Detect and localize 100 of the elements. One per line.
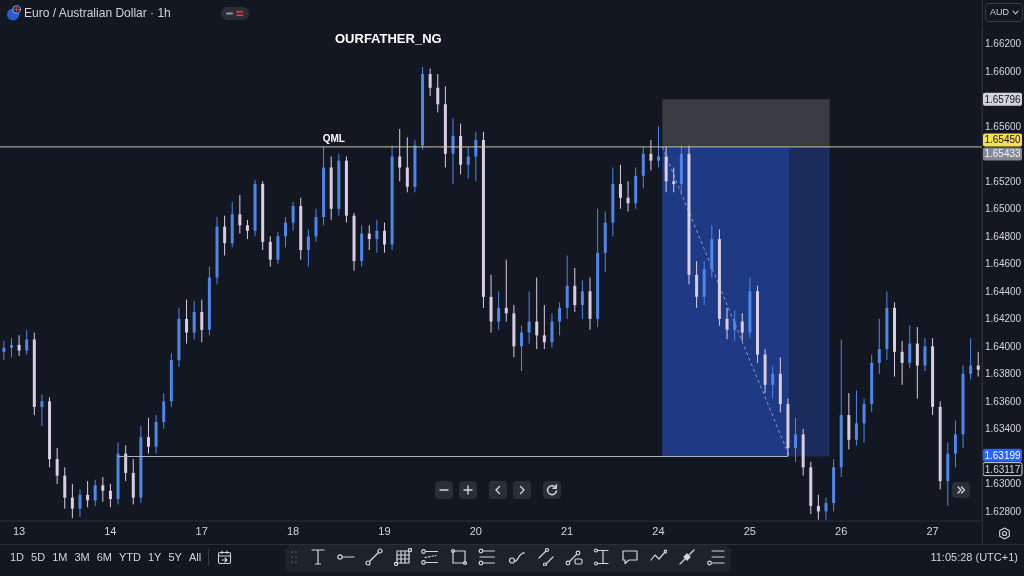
y-tick-label: 1.66200 xyxy=(985,38,1022,50)
candlestick xyxy=(535,277,539,350)
y-tick-label: 1.64800 xyxy=(985,230,1022,242)
candlestick xyxy=(649,139,653,171)
candlestick xyxy=(306,228,310,268)
candlestick xyxy=(223,215,227,257)
candlestick xyxy=(314,208,318,243)
candlestick xyxy=(238,194,242,235)
text: 3M xyxy=(74,551,90,564)
y-tick-label: 1.63400 xyxy=(985,423,1022,435)
candlestick xyxy=(733,310,737,342)
candlestick xyxy=(641,146,645,189)
candlestick xyxy=(375,219,379,254)
candlestick xyxy=(672,167,676,193)
candlestick xyxy=(580,279,584,320)
y-tick-label: 1.64400 xyxy=(985,285,1022,297)
x-tick-label: 27 xyxy=(926,525,939,537)
x-tick-label: 14 xyxy=(104,525,117,537)
x-tick-label: 25 xyxy=(743,525,756,537)
candlestick xyxy=(70,483,74,519)
candlestick xyxy=(200,299,204,343)
candlestick xyxy=(824,497,828,521)
y-tick-label: 1.64200 xyxy=(985,313,1022,325)
text: 5D xyxy=(31,551,46,564)
candlestick xyxy=(40,393,44,427)
candlestick xyxy=(428,68,432,97)
candlestick xyxy=(55,447,59,485)
candlestick xyxy=(405,136,409,193)
x-tick-label: 21 xyxy=(561,525,574,537)
candlestick xyxy=(771,365,775,400)
candlestick xyxy=(923,337,927,372)
candlestick xyxy=(185,299,189,345)
candlestick xyxy=(862,398,866,444)
candlestick xyxy=(953,420,957,468)
x-tick-label: 17 xyxy=(195,525,208,537)
y-tick-label: 1.65600 xyxy=(985,120,1022,132)
dropdown: AUD xyxy=(985,3,1023,22)
candlestick xyxy=(618,164,622,210)
candlestick xyxy=(657,125,661,169)
candlestick xyxy=(915,326,919,400)
candlestick xyxy=(245,219,249,240)
y-tick-label: 1.65200 xyxy=(985,175,1022,187)
candlestick xyxy=(740,312,744,342)
x-tick-label: 18 xyxy=(286,525,300,537)
candlestick xyxy=(558,301,562,336)
y-tick-label: 1.64600 xyxy=(985,258,1022,270)
candlestick xyxy=(908,325,912,369)
candlestick xyxy=(854,389,858,446)
x-tick-label: 19 xyxy=(378,525,391,537)
text: 5Y xyxy=(168,551,182,564)
candlestick xyxy=(63,466,67,510)
candlestick xyxy=(877,318,881,375)
candlestick xyxy=(573,267,577,313)
chart-title: Euro / Australian Dollar · 1h xyxy=(24,6,171,21)
candlestick xyxy=(900,340,904,386)
y-tick-label: 1.63600 xyxy=(985,395,1022,407)
candlestick xyxy=(101,476,105,503)
text: 1D xyxy=(10,551,25,564)
candlestick xyxy=(25,329,29,356)
candlestick xyxy=(542,304,546,350)
text: YTD xyxy=(118,551,141,564)
candlestick xyxy=(474,131,478,182)
candlestick xyxy=(794,417,798,463)
y-tick-label: 1.64000 xyxy=(985,340,1022,352)
candlestick xyxy=(124,444,128,482)
text: 6M xyxy=(96,551,112,564)
candlestick xyxy=(291,201,295,232)
candlestick xyxy=(268,235,272,268)
candlestick xyxy=(147,417,150,455)
candlestick xyxy=(93,479,97,507)
candlestick xyxy=(9,337,13,358)
y-tick-label: 1.63800 xyxy=(985,368,1022,380)
candlestick xyxy=(725,307,729,340)
annotation: OURFATHER_NG xyxy=(335,31,442,47)
candlestick xyxy=(695,260,699,309)
text: 1M xyxy=(52,551,68,564)
candlestick xyxy=(527,290,531,345)
x-tick-label: 24 xyxy=(652,525,665,537)
candlestick xyxy=(497,290,501,331)
candlestick xyxy=(192,300,196,340)
candlestick xyxy=(108,483,112,508)
text: 11:05:28 (UTC+1) xyxy=(930,551,1018,564)
y-tick-label: 1.63000 xyxy=(985,478,1022,490)
x-tick-label: 26 xyxy=(835,525,848,537)
candlestick xyxy=(520,325,523,372)
candlestick xyxy=(550,312,554,349)
text: All xyxy=(188,551,202,564)
candlestick xyxy=(436,73,440,114)
candlestick xyxy=(284,216,288,248)
candlestick xyxy=(2,340,6,361)
ref-line-label: QML xyxy=(322,132,345,144)
candlestick xyxy=(976,351,980,378)
candlestick xyxy=(276,231,280,265)
text: 1Y xyxy=(147,551,162,564)
candlestick xyxy=(398,128,402,182)
candlestick xyxy=(969,337,973,380)
candlestick xyxy=(382,222,386,254)
y-axis-title: AUD xyxy=(990,7,1010,18)
candlestick xyxy=(78,488,82,518)
candlestick xyxy=(466,146,470,180)
